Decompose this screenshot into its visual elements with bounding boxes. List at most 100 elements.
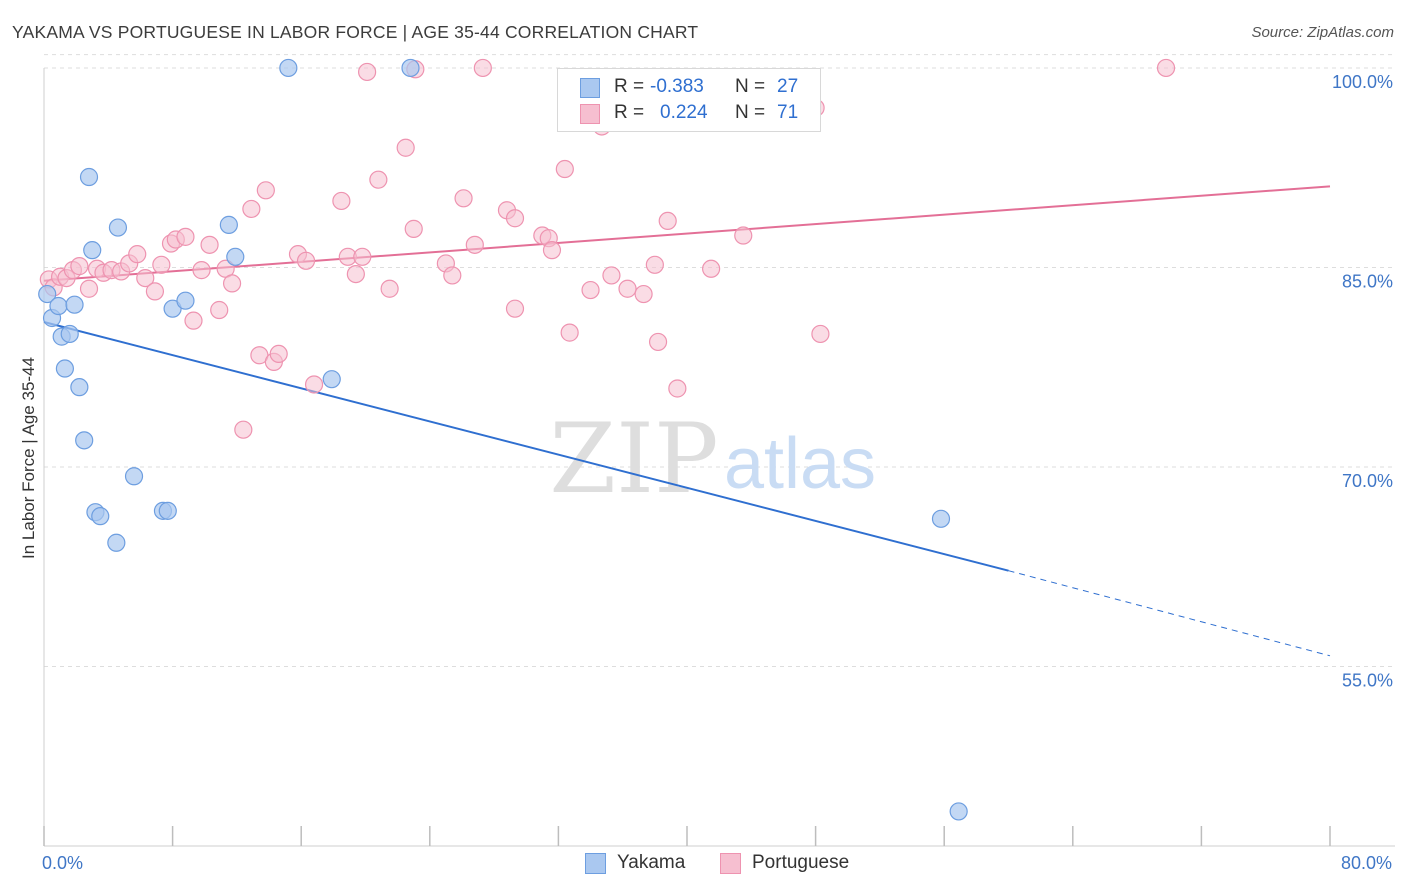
portuguese-point	[555, 159, 574, 179]
yakama-point	[108, 218, 128, 237]
yakama-point	[70, 378, 89, 397]
portuguese-point	[702, 259, 721, 278]
portuguese-point	[542, 241, 562, 260]
y-tick-label: 70.0%	[1342, 471, 1393, 491]
portuguese-point	[79, 279, 99, 298]
portuguese-point	[304, 375, 324, 394]
yakama-legend-label: Yakama	[617, 852, 686, 873]
x-tick-label: 0.0%	[42, 853, 83, 873]
portuguese-point	[184, 311, 203, 330]
yakama-point	[79, 167, 99, 187]
portuguese-point	[1156, 58, 1176, 78]
portuguese-point	[369, 170, 388, 189]
yakama-swatch	[580, 78, 600, 98]
portuguese-point	[145, 282, 165, 301]
portuguese-point	[602, 266, 621, 285]
portuguese-point	[380, 279, 399, 298]
legend-n-label: N =	[735, 76, 766, 97]
legend-n-label: N =	[735, 102, 766, 123]
portuguese-legend-swatch	[720, 853, 741, 874]
portuguese-legend-label: Portuguese	[752, 852, 850, 873]
portuguese-point	[443, 266, 462, 285]
portuguese-swatch	[580, 104, 600, 124]
yakama-point	[124, 467, 144, 486]
portuguese-point	[296, 251, 316, 270]
portuguese-point	[136, 268, 155, 288]
portuguese-point	[346, 265, 365, 284]
portuguese-point	[152, 255, 171, 274]
portuguese-point	[353, 247, 372, 266]
yakama-point	[49, 296, 68, 316]
chart-title: YAKAMA VS PORTUGUESE IN LABOR FORCE | AG…	[12, 22, 699, 42]
portuguese-point	[192, 261, 211, 280]
portuguese-point	[70, 257, 89, 276]
portuguese-point	[128, 245, 147, 264]
yakama-point	[83, 241, 102, 260]
portuguese-point	[396, 138, 415, 157]
yakama-point	[38, 284, 57, 304]
legend-r-value: -0.383	[650, 76, 704, 97]
legend-n-value: 27	[777, 76, 799, 97]
portuguese-point	[256, 181, 275, 200]
yakama-point	[60, 324, 79, 344]
y-tick-label: 55.0%	[1342, 670, 1393, 690]
yakama-point	[158, 501, 177, 520]
portuguese-point	[454, 189, 473, 208]
yakama-trend-extension	[1008, 570, 1331, 657]
portuguese-point	[242, 199, 261, 219]
watermark: ZIP atlas	[549, 403, 876, 515]
yakama-point	[279, 58, 298, 78]
portuguese-point	[645, 255, 664, 274]
watermark-atlas: atlas	[724, 424, 876, 504]
x-tick-label: 80.0%	[1341, 853, 1392, 873]
yakama-point	[219, 215, 238, 234]
portuguese-point	[210, 300, 229, 320]
y-tick-label: 100.0%	[1332, 72, 1393, 92]
yakama-point	[931, 509, 951, 528]
data-points	[38, 58, 1176, 821]
portuguese-point	[581, 280, 600, 300]
portuguese-point	[473, 58, 492, 78]
portuguese-point	[404, 219, 423, 238]
yakama-point	[226, 247, 245, 266]
portuguese-point	[560, 323, 579, 342]
portuguese-point	[358, 62, 377, 82]
grid	[44, 54, 1395, 667]
portuguese-point	[234, 420, 253, 439]
tick-labels: 100.0% 85.0% 70.0% 55.0% 0.0% 80.0%	[42, 72, 1393, 873]
portuguese-point	[200, 235, 219, 254]
y-tick-label: 85.0%	[1342, 271, 1393, 291]
portuguese-point	[648, 332, 668, 352]
legend-r-label: R =	[614, 102, 645, 123]
source-credit: Source: ZipAtlas.com	[1251, 24, 1394, 41]
correlation-legend: R = -0.383 N = 27 R = 0.224 N = 71	[557, 68, 821, 132]
portuguese-point	[269, 344, 288, 363]
yakama-point	[75, 431, 94, 450]
portuguese-trend-line	[43, 185, 1331, 282]
yakama-point	[176, 291, 195, 310]
portuguese-point	[176, 227, 195, 246]
portuguese-point	[505, 299, 525, 318]
legend-r-label: R =	[614, 76, 645, 97]
yakama-point	[401, 58, 420, 78]
axes	[43, 68, 1395, 847]
portuguese-point	[465, 235, 484, 254]
legend-n-value: 71	[777, 102, 799, 123]
portuguese-point	[222, 274, 242, 293]
portuguese-point	[668, 379, 687, 398]
portuguese-point	[505, 209, 525, 228]
portuguese-point	[658, 211, 677, 230]
yakama-point	[107, 533, 126, 552]
yakama-point	[91, 507, 110, 526]
yakama-legend-swatch	[585, 853, 606, 874]
portuguese-point	[634, 284, 653, 304]
trend-lines	[43, 185, 1331, 657]
yakama-trend-line	[43, 321, 1009, 572]
portuguese-point	[618, 279, 637, 298]
yakama-point	[55, 359, 74, 378]
portuguese-point	[332, 191, 351, 211]
yakama-point	[949, 802, 968, 821]
portuguese-point	[734, 226, 753, 245]
legend-r-value: 0.224	[660, 102, 708, 123]
